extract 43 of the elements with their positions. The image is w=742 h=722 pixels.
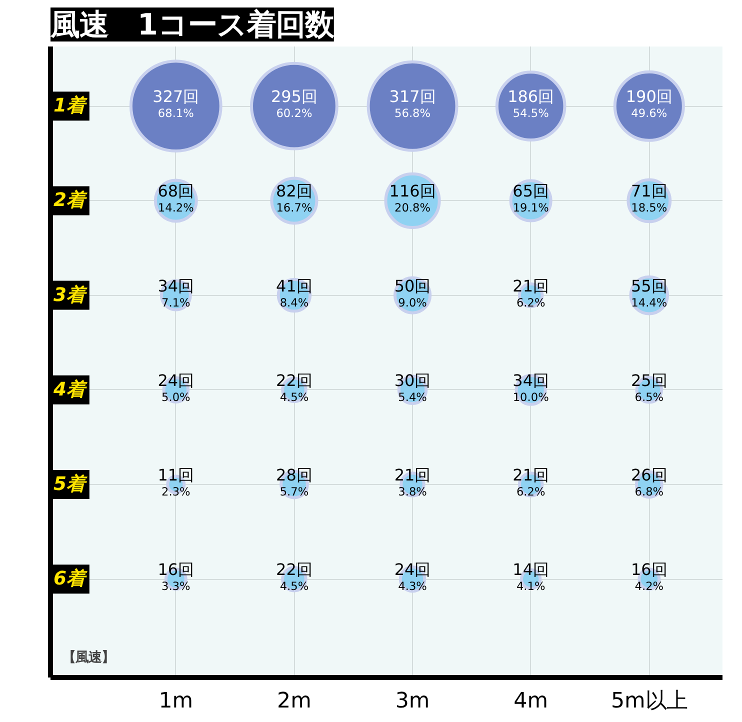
text: 26回 6.8% xyxy=(630,466,668,499)
text: 21回 6.2% xyxy=(512,276,550,310)
text: 41回 8.4% xyxy=(276,276,312,310)
text: 82回 16.7% xyxy=(276,182,312,215)
x-tick-label: 1m xyxy=(158,688,194,714)
text: 14回 4.1% xyxy=(512,560,550,594)
y-tick-label: 2着 xyxy=(53,189,88,212)
text: 21回 3.8% xyxy=(394,466,431,499)
y-tick-label: 1着 xyxy=(53,94,88,117)
text: 186回 54.5% xyxy=(508,87,554,120)
text: 21回 6.2% xyxy=(512,466,550,499)
x-tick-label: 3m xyxy=(395,688,430,714)
y-tick-label: 5着 xyxy=(53,473,88,496)
y-tick-label: 6着 xyxy=(53,568,88,590)
text: 34回 7.1% xyxy=(158,276,194,310)
x-tick-label: 5m以上 xyxy=(610,688,688,714)
text: 116回 20.8% xyxy=(389,182,436,215)
y-tick-label: 3着 xyxy=(53,284,88,306)
x-tick-label: 2m xyxy=(277,688,312,714)
text: 16回 3.3% xyxy=(158,560,194,594)
text: 65回 19.1% xyxy=(512,182,550,215)
text: 71回 18.5% xyxy=(630,182,668,215)
text: 50回 9.0% xyxy=(394,276,431,310)
text: 11回 2.3% xyxy=(158,466,194,499)
text: 24回 5.0% xyxy=(158,370,194,404)
text: 55回 14.4% xyxy=(630,276,668,310)
text: 317回 56.8% xyxy=(389,87,436,120)
chart-title: 風速 1コース着回数 xyxy=(50,8,335,42)
text: 30回 5.4% xyxy=(394,370,431,404)
text: 24回 4.3% xyxy=(394,560,431,594)
text: 34回 10.0% xyxy=(512,370,550,404)
text: 190回 49.6% xyxy=(626,87,672,120)
text: 68回 14.2% xyxy=(158,182,194,215)
y-tick-label: 4着 xyxy=(52,378,88,400)
text: 16回 4.2% xyxy=(630,560,668,594)
text: 327回 68.1% xyxy=(152,87,200,120)
text: 22回 4.5% xyxy=(276,560,312,594)
x-axis-title: 【風速】 xyxy=(62,650,114,666)
text: 22回 4.5% xyxy=(276,370,312,404)
text: 295回 60.2% xyxy=(270,87,318,120)
x-tick-label: 4m xyxy=(514,688,548,714)
text: 28回 5.7% xyxy=(276,466,312,499)
text: 25回 6.5% xyxy=(630,370,668,404)
